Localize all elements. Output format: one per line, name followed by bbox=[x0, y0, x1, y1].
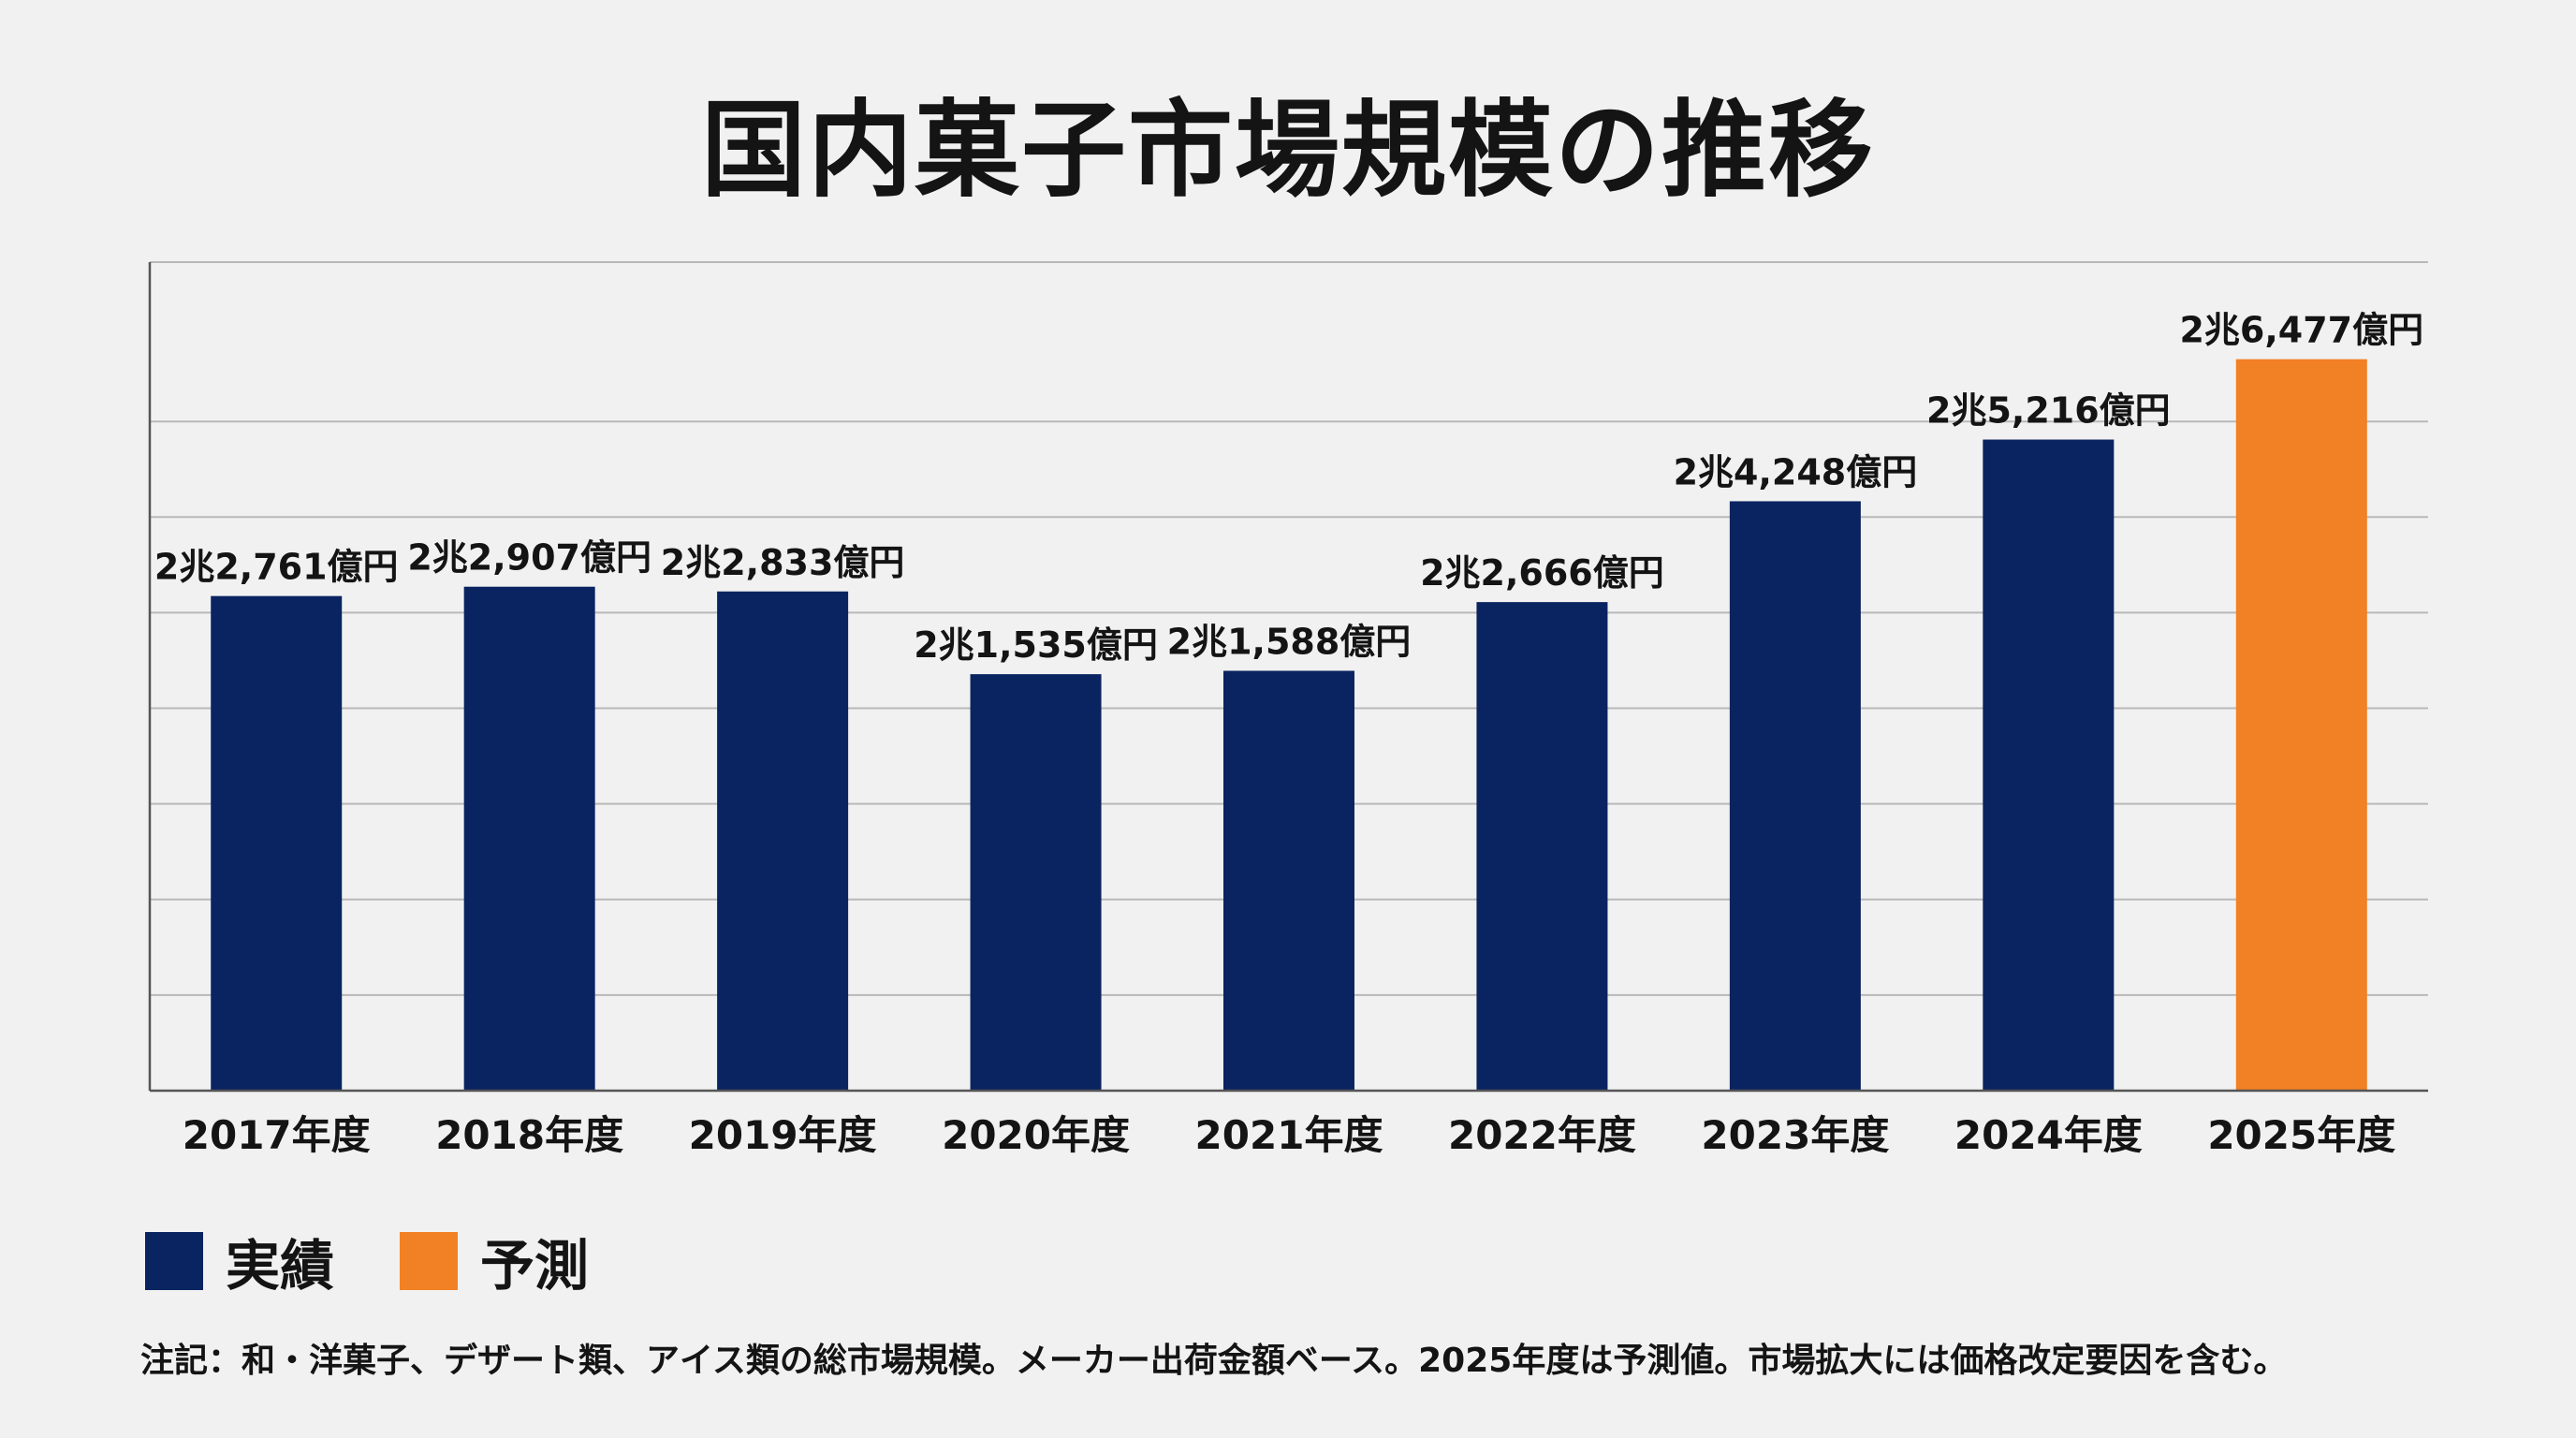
bar-value-label: 2兆5,216億円 bbox=[1926, 390, 2171, 432]
legend-swatch-actual bbox=[145, 1232, 203, 1290]
x-axis-ticks: 2017年度 2018年度 2019年度 2020年度 2021年度 2022年度 2023… bbox=[183, 1112, 2395, 1158]
bar-actual bbox=[211, 595, 343, 1091]
legend-label-actual: 実績 bbox=[226, 1234, 335, 1298]
bars bbox=[211, 359, 2367, 1092]
x-tick-label: 2018年度 bbox=[435, 1112, 623, 1158]
bar-value-label: 2兆4,248億円 bbox=[1674, 451, 1918, 492]
chart-title: 国内菓子市場規模の推移 bbox=[701, 90, 1875, 212]
bar-value-label: 2兆1,535億円 bbox=[914, 624, 1158, 666]
legend-label-forecast: 予測 bbox=[480, 1234, 590, 1298]
bar-value-label: 2兆2,761億円 bbox=[154, 547, 399, 588]
bar-forecast bbox=[2235, 359, 2367, 1091]
bar-actual bbox=[1729, 501, 1861, 1091]
x-tick-label: 2020年度 bbox=[942, 1112, 1130, 1158]
x-tick-label: 2019年度 bbox=[689, 1112, 877, 1158]
bar-value-label: 2兆2,833億円 bbox=[661, 542, 905, 583]
legend-item-actual: 実績 bbox=[145, 1222, 334, 1300]
bar-actual bbox=[1223, 670, 1354, 1091]
legend-swatch-forecast bbox=[400, 1232, 459, 1290]
bar-actual bbox=[1983, 439, 2115, 1092]
x-tick-label: 2025年度 bbox=[2207, 1112, 2395, 1158]
bar-value-label: 2兆1,588億円 bbox=[1167, 622, 1412, 663]
x-tick-label: 2021年度 bbox=[1195, 1112, 1383, 1158]
bar-actual bbox=[717, 591, 849, 1091]
legend: 実績 予測 bbox=[145, 1222, 654, 1300]
bar-value-label: 2兆6,477億円 bbox=[2179, 310, 2423, 351]
legend-item-forecast: 予測 bbox=[400, 1222, 589, 1300]
footnote: 注記：和・洋菓子、デザート類、アイス類の総市場規模。メーカー出荷金額ベース。20… bbox=[140, 1342, 2288, 1380]
bar-actual bbox=[970, 674, 1102, 1091]
bar-actual bbox=[1476, 602, 1608, 1091]
bar-value-label: 2兆2,907億円 bbox=[407, 537, 651, 579]
bar-value-label: 2兆2,666億円 bbox=[1420, 552, 1664, 594]
x-tick-label: 2022年度 bbox=[1448, 1112, 1636, 1158]
x-tick-label: 2017年度 bbox=[183, 1112, 371, 1158]
x-tick-label: 2024年度 bbox=[1954, 1112, 2143, 1158]
axes bbox=[148, 262, 2428, 1093]
x-tick-label: 2023年度 bbox=[1701, 1112, 1889, 1158]
bar-actual bbox=[463, 586, 595, 1091]
